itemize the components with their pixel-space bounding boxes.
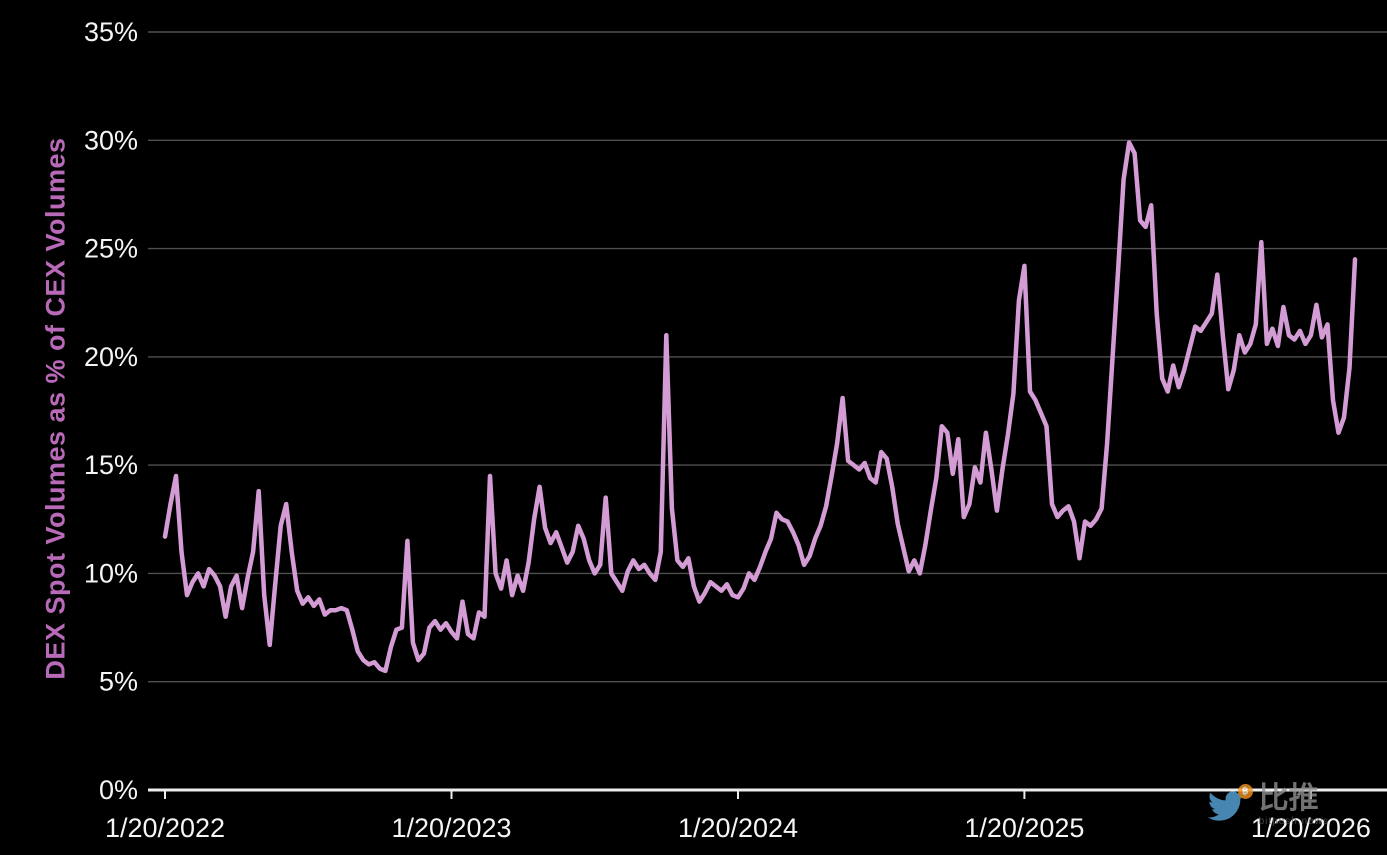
watermark-subtext: bitpush.news (1258, 816, 1329, 827)
x-tick-label: 1/20/2022 (105, 813, 225, 843)
twitter-bird-icon: ฿ (1205, 783, 1253, 824)
y-tick-label: 25% (84, 234, 138, 264)
watermark-text: 比推 bitpush.news (1259, 784, 1329, 827)
y-tick-label: 10% (84, 558, 138, 588)
y-tick-label: 0% (99, 775, 138, 805)
data-line (162, 140, 1358, 674)
y-tick-label: 20% (84, 342, 138, 372)
watermark-brand: 比推 (1258, 782, 1319, 815)
x-tick-label: 1/20/2023 (391, 813, 511, 843)
bitcoin-coin-badge: ฿ (1237, 783, 1253, 799)
twitter-bird-svg (1207, 790, 1244, 821)
y-tick-label: 15% (84, 450, 138, 480)
y-axis-title: DEX Spot Volumes as % of CEX Volumes (40, 137, 71, 680)
y-tick-label: 35% (84, 17, 138, 47)
watermark: ฿ 比推 bitpush.news (1205, 783, 1329, 827)
x-tick-label: 1/20/2026 (1251, 813, 1371, 843)
x-tick-label: 1/20/2025 (964, 813, 1084, 843)
y-tick-label: 30% (84, 125, 138, 155)
y-tick-label: 5% (99, 667, 138, 697)
x-tick-label: 1/20/2024 (678, 813, 798, 843)
